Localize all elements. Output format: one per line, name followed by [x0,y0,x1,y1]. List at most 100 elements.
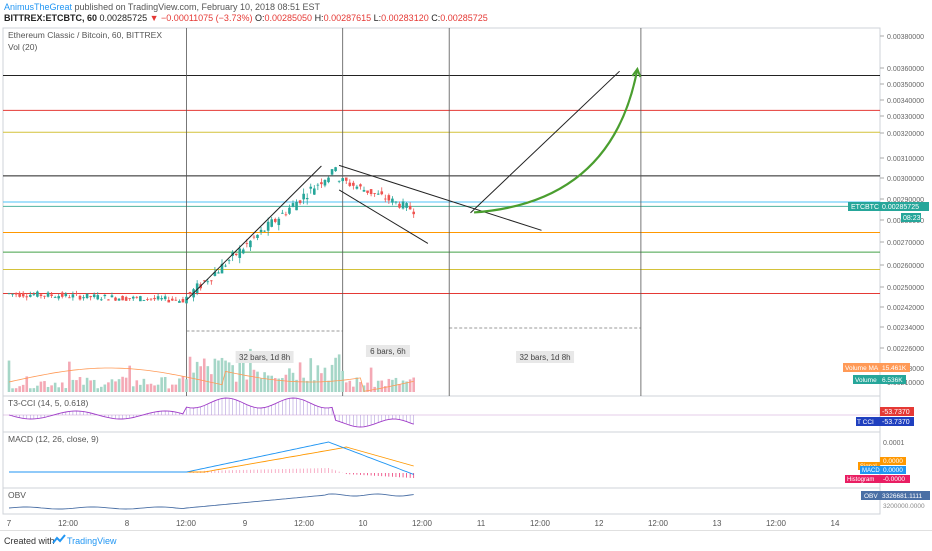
high-value: 0.00287615 [323,13,372,23]
candle-body-7 [32,294,36,296]
volume-bar-93 [337,354,341,392]
candle-16 [64,292,68,298]
low-label: L: [373,13,382,23]
candle-body-81 [295,201,298,211]
volume-bar-18 [71,379,75,392]
candle-33 [124,295,128,301]
volume-bar-0 [7,360,11,392]
candle-0 [7,292,11,295]
candle-body-24 [92,294,96,298]
candle-75 [273,217,277,224]
symbol-badge: ETCBTC [851,204,879,211]
volume-bar-102 [369,367,373,392]
volume-bar-64 [234,381,238,392]
candle-111 [401,198,405,210]
obv-tick: 3200000.0000 [883,503,925,510]
cci-pane-frame [2,395,881,433]
candle-body-20 [78,295,82,300]
volume-bar-17 [68,361,71,392]
candle-body-84 [305,197,309,200]
volume-bar-87 [316,365,320,392]
candle-body-14 [57,296,60,299]
candle-46 [171,296,174,301]
volume-bar-50 [185,379,188,392]
vertical-markers [186,28,642,396]
candle-body-113 [408,205,412,210]
candle-body-46 [171,298,174,301]
x-tick-label-0: 7 [7,519,12,528]
volume-bar-76 [277,378,281,392]
range-label-bg-0 [235,351,294,363]
volume-bar-114 [412,377,415,392]
down-arrow-icon: ▼ [149,13,159,23]
candle-74 [270,216,273,228]
chart-header: AnimusTheGreat published on TradingView.… [0,0,932,26]
candle-body-59 [217,272,220,274]
volume-bar-77 [281,377,284,392]
x-tick-label-1: 12:00 [58,519,79,528]
obv-label: OBV [864,493,878,500]
candle-body-80 [291,203,295,207]
candle-99 [359,183,362,190]
candle-79 [288,204,291,215]
candle-body-5 [25,296,29,298]
candle-24 [92,292,96,299]
candle-100 [362,186,366,192]
volume-bar-51 [188,356,192,392]
volume-bar-6 [29,388,32,392]
projection-arrow-curve [473,68,639,214]
macd-value-bg [880,466,906,474]
volume-bar-61 [224,360,227,392]
candle-body-72 [263,230,266,232]
y-tick-label-12: 0.00250000 [887,285,924,292]
volume-bar-111 [401,380,405,392]
volume-bar-31 [117,379,121,392]
volume-bar-79 [288,368,291,392]
volume-bar-60 [220,357,224,392]
candle-108 [391,196,394,206]
volume-bar-101 [366,382,369,392]
candle-38 [142,299,146,301]
tradingview-link[interactable]: TradingView [67,536,117,546]
volume-bar-110 [398,384,401,392]
axes: 0.00380000 0.00360000 0.00350000 0.00340000… [7,34,924,528]
candle-body-56 [206,281,210,283]
cci-prefix-value-bg [880,417,914,426]
author-link[interactable]: AnimusTheGreat [4,2,73,12]
x-tick-label-6: 10 [359,519,368,528]
candle-body-110 [398,203,401,208]
volume-bar-53 [195,361,199,392]
candle-21 [82,294,85,301]
volume-bar-19 [75,380,78,392]
candle-body-0 [7,293,11,295]
chart-canvas[interactable]: 32 bars, 1d 8h 32 bars, 1d 8h 6 bars, 6h 0… [0,26,932,530]
candle-body-37 [139,296,142,302]
macd-tick: 0.0001 [883,440,905,447]
open-value: 0.00285050 [264,13,313,23]
candle-32 [121,295,124,301]
macd-pane-frame [2,431,881,489]
candle-4 [21,291,25,299]
candle-95 [344,177,348,185]
volume-ma-line [8,367,414,392]
x-tick-label-11: 12:00 [648,519,669,528]
horizontal-levels [3,75,880,295]
candle-66 [242,247,245,255]
candle-body-109 [394,201,398,203]
volume-bar-14 [57,387,60,392]
cci-name-badge: T CCI [857,419,874,426]
candle-body-92 [334,167,337,172]
candle-body-101 [366,190,369,193]
volume-bar-66 [242,353,245,392]
candle-body-60 [220,263,224,274]
candle-106 [384,194,387,203]
candle-body-51 [188,291,192,294]
candle-body-62 [227,260,231,262]
volume-bar-106 [384,386,387,392]
candle-103 [373,192,376,197]
candle-1 [11,293,14,297]
price-badge: 0.00285725 [882,204,919,211]
candle-80 [291,200,295,208]
candle-body-67 [245,243,249,245]
open-label: O: [254,13,265,23]
